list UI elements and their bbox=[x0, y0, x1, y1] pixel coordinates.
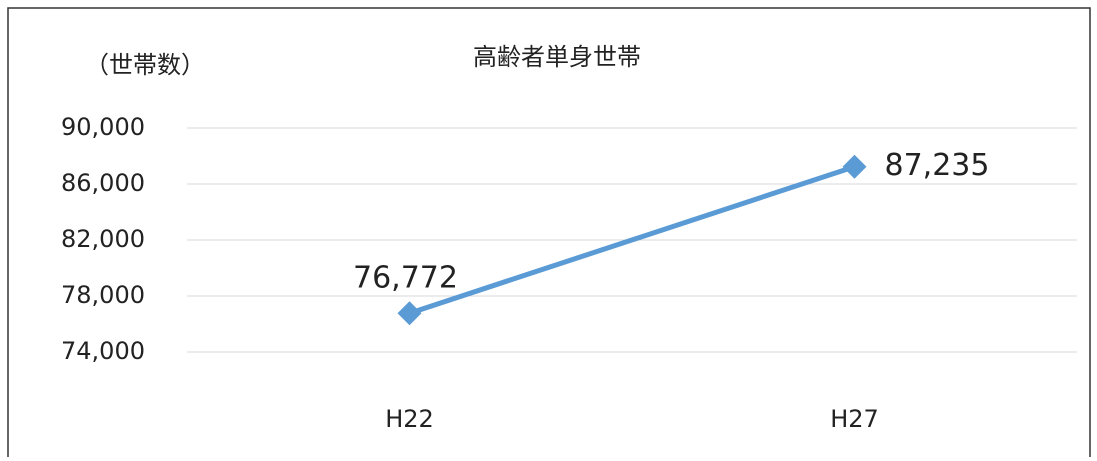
data-label: 76,772 bbox=[353, 261, 458, 296]
y-tick-label: 86,000 bbox=[61, 169, 145, 197]
y-tick-label: 90,000 bbox=[61, 113, 145, 141]
y-axis-label: （世帯数） bbox=[85, 51, 205, 79]
x-tick-label: H27 bbox=[830, 405, 879, 433]
y-tick-label: 74,000 bbox=[61, 337, 145, 365]
chart-title: 高齢者単身世帯 bbox=[473, 43, 641, 71]
y-tick-label: 78,000 bbox=[61, 281, 145, 309]
point-marker bbox=[842, 154, 867, 179]
point-marker bbox=[397, 301, 422, 326]
series-line bbox=[408, 164, 856, 316]
chart-frame bbox=[7, 7, 1091, 457]
x-tick-label: H22 bbox=[385, 405, 434, 433]
y-tick-label: 82,000 bbox=[61, 225, 145, 253]
data-label: 87,235 bbox=[885, 148, 990, 183]
